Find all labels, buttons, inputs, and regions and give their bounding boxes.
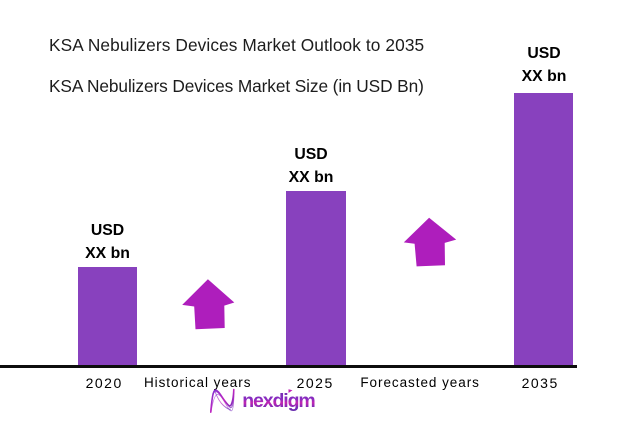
svg-text:nexdigm: nexdigm <box>242 390 315 412</box>
